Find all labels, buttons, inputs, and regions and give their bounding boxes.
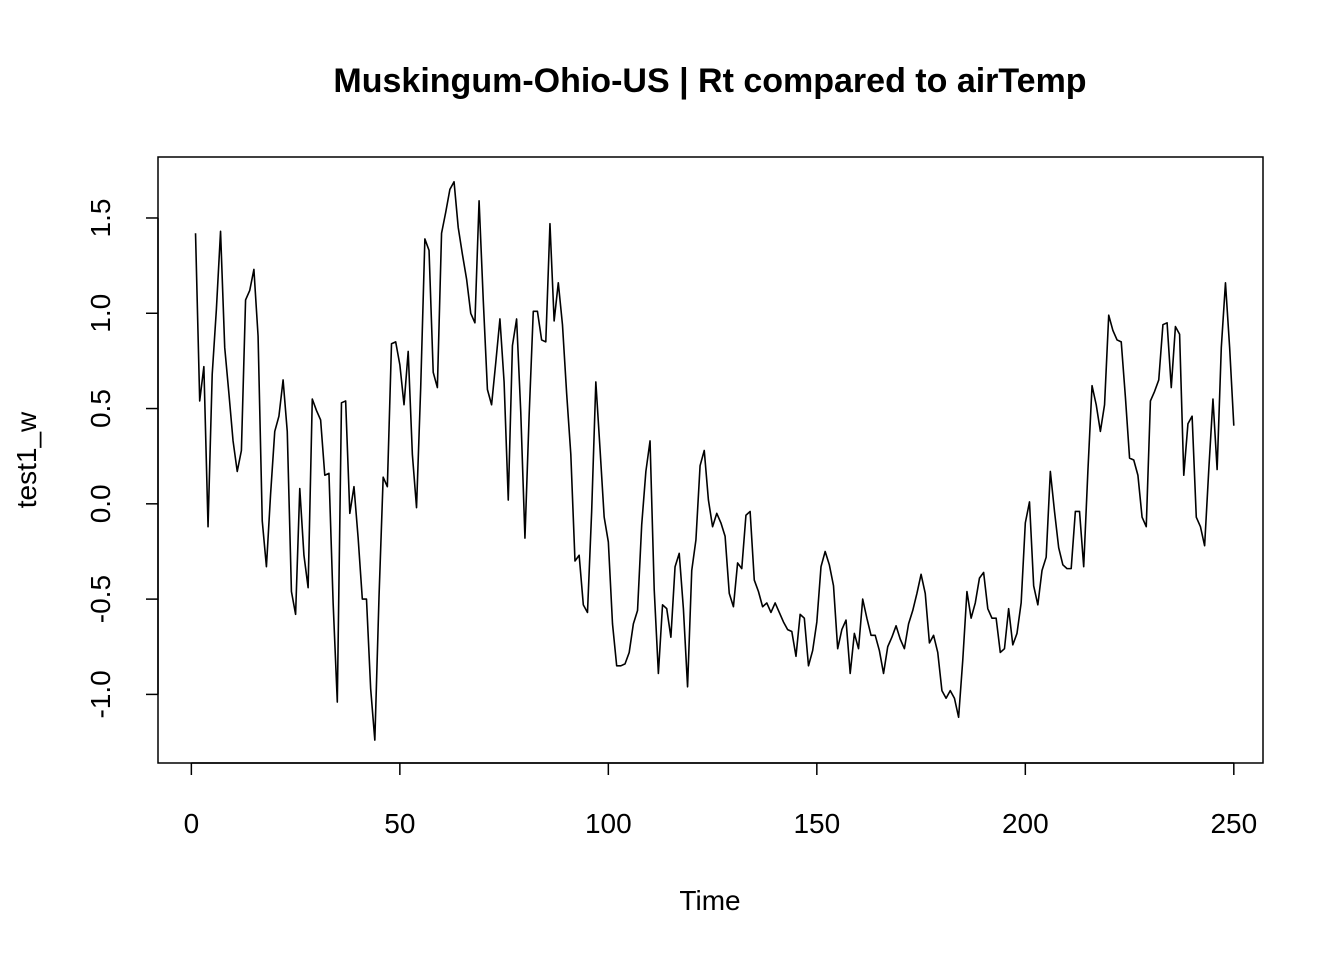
x-tick-label: 100	[585, 808, 632, 839]
chart-title: Muskingum-Ohio-US | Rt compared to airTe…	[333, 62, 1086, 100]
y-tick-label: 0.0	[85, 484, 116, 523]
x-axis: 0 50 100 150 200 250	[184, 763, 1258, 839]
y-axis-label: test1_w	[11, 411, 42, 508]
y-tick-label: -1.0	[85, 670, 116, 718]
y-tick-label: -0.5	[85, 575, 116, 623]
x-axis-label: Time	[679, 885, 740, 916]
x-tick-label: 50	[384, 808, 415, 839]
y-tick-label: 0.5	[85, 389, 116, 428]
x-tick-label: 150	[793, 808, 840, 839]
y-axis: -1.0 -0.5 0.0 0.5 1.0 1.5	[85, 199, 158, 719]
x-tick-label: 0	[184, 808, 200, 839]
series-line	[196, 182, 1234, 740]
x-tick-label: 200	[1002, 808, 1049, 839]
y-tick-label: 1.0	[85, 294, 116, 333]
y-tick-label: 1.5	[85, 199, 116, 238]
x-tick-label: 250	[1210, 808, 1257, 839]
